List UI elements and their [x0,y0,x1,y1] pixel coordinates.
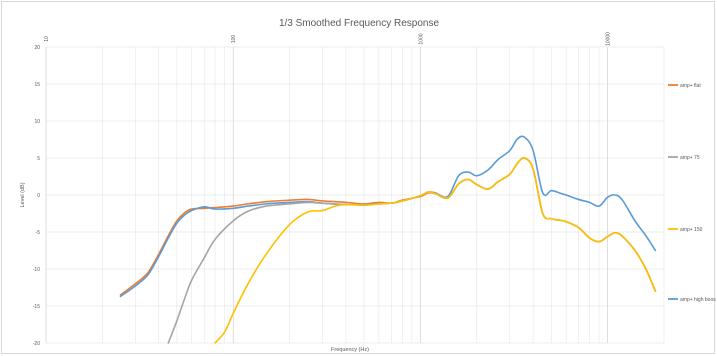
x-axis-ticks: 10 100 1000 10000 [44,32,612,46]
y-tick-label: -10 [33,267,40,273]
series-line-amp-high-boost [119,135,657,298]
legend: amp+ flat amp+ 75 amp+ 150 amp+ high boost [668,83,716,303]
x-tick-label: 100 [231,35,237,44]
y-tick-label: 20 [34,45,40,51]
legend-label: amp+ 150 [680,227,703,233]
y-tick-label: -20 [33,341,40,347]
legend-label: amp+ 75 [680,155,700,161]
x-tick-label: 10000 [606,32,612,46]
x-axis-label: Frequency (Hz) [331,347,369,353]
y-tick-label: -5 [36,230,41,236]
chart-title: 1/3 Smoothed Frequency Response [279,18,440,29]
y-tick-label: 0 [37,193,40,199]
legend-label: amp+ high boost [680,297,716,303]
y-tick-label: -15 [33,304,40,310]
legend-label: amp+ flat [680,83,701,89]
series-lines [119,135,657,344]
grid [45,46,665,344]
y-tick-label: 10 [34,119,40,125]
y-tick-label: 15 [34,82,40,88]
y-axis-label: Level (dB) [20,182,26,207]
y-axis-ticks: 20 15 10 5 0 -5 -10 -15 -20 [33,45,40,347]
x-tick-label: 10 [44,36,50,42]
y-tick-label: 5 [37,156,40,162]
x-tick-label: 1000 [418,33,424,44]
series-line-amp-150 [214,157,657,344]
